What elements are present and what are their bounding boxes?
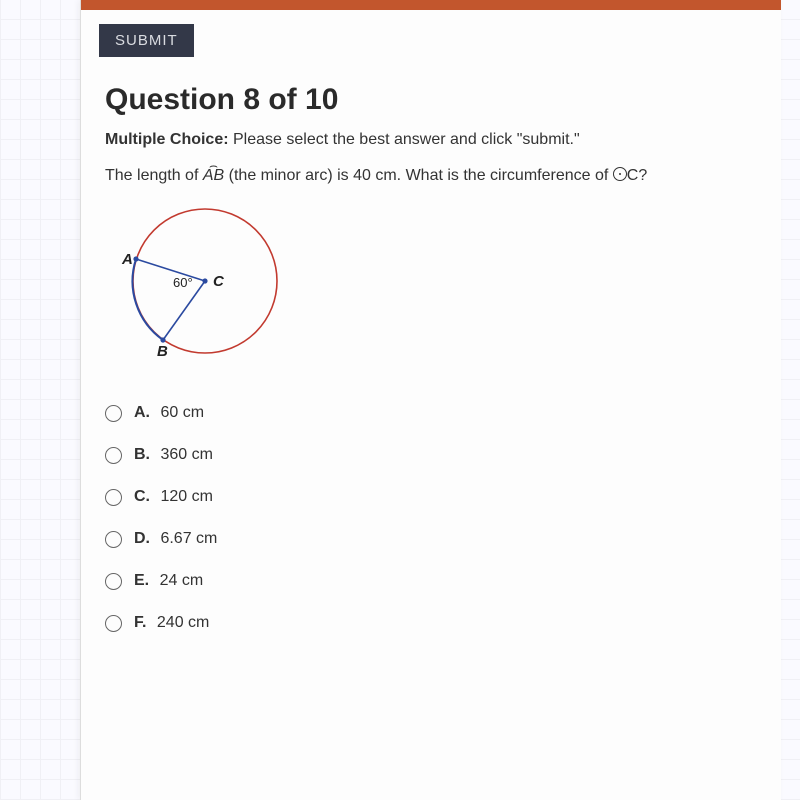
choice-letter: D. <box>134 530 150 547</box>
choice-text: 360 cm <box>156 446 213 463</box>
radio-icon[interactable] <box>105 489 122 506</box>
stem-post: ? <box>638 167 647 184</box>
choice-letter: B. <box>134 446 150 463</box>
arc-AB-symbol: AB <box>203 167 224 185</box>
radio-icon[interactable] <box>105 531 122 548</box>
svg-text:60°: 60° <box>173 275 193 290</box>
answer-choices: A. 60 cm B. 360 cm C. 120 cm D. 6.67 cm E. 2… <box>105 392 757 644</box>
choice-letter: E. <box>134 572 149 589</box>
choice-text: 6.67 cm <box>156 530 217 547</box>
choice-e[interactable]: E. 24 cm <box>105 560 757 602</box>
instruction-line: Multiple Choice: Please select the best … <box>105 131 757 149</box>
choice-text: 120 cm <box>156 488 213 505</box>
radio-icon[interactable] <box>105 573 122 590</box>
question-page: SUBMIT Question 8 of 10 Multiple Choice:… <box>80 0 781 800</box>
choice-label: E. 24 cm <box>134 572 203 590</box>
choice-label: A. 60 cm <box>134 404 204 422</box>
choice-f[interactable]: F. 240 cm <box>105 602 757 644</box>
choice-text: 60 cm <box>156 404 204 421</box>
radio-icon[interactable] <box>105 615 122 632</box>
circle-diagram: A B C 60° <box>105 199 757 374</box>
stem-mid: (the minor arc) is 40 cm. What is the ci… <box>229 167 613 184</box>
choice-label: C. 120 cm <box>134 488 213 506</box>
circle-symbol-icon <box>613 167 627 181</box>
radio-icon[interactable] <box>105 447 122 464</box>
stem-pre: The length of <box>105 167 203 184</box>
choice-label: F. 240 cm <box>134 614 209 632</box>
stem-circ-label: C <box>627 167 639 184</box>
choice-letter: A. <box>134 404 150 421</box>
choice-b[interactable]: B. 360 cm <box>105 434 757 476</box>
choice-text: 24 cm <box>155 572 203 589</box>
radio-icon[interactable] <box>105 405 122 422</box>
content-area: Question 8 of 10 Multiple Choice: Please… <box>81 57 781 644</box>
choice-letter: C. <box>134 488 150 505</box>
instruction-bold: Multiple Choice: <box>105 131 229 148</box>
question-title: Question 8 of 10 <box>105 83 757 117</box>
choice-d[interactable]: D. 6.67 cm <box>105 518 757 560</box>
question-stem: The length of AB (the minor arc) is 40 c… <box>105 167 757 185</box>
svg-text:B: B <box>157 343 168 360</box>
top-accent-bar <box>81 0 781 10</box>
choice-text: 240 cm <box>152 614 209 631</box>
choice-c[interactable]: C. 120 cm <box>105 476 757 518</box>
svg-text:A: A <box>121 251 133 268</box>
choice-letter: F. <box>134 614 146 631</box>
submit-button[interactable]: SUBMIT <box>99 24 194 57</box>
choice-a[interactable]: A. 60 cm <box>105 392 757 434</box>
choice-label: B. 360 cm <box>134 446 213 464</box>
diagram-svg: A B C 60° <box>105 199 295 369</box>
svg-text:C: C <box>213 273 225 290</box>
choice-label: D. 6.67 cm <box>134 530 217 548</box>
instruction-rest: Please select the best answer and click … <box>229 131 580 148</box>
